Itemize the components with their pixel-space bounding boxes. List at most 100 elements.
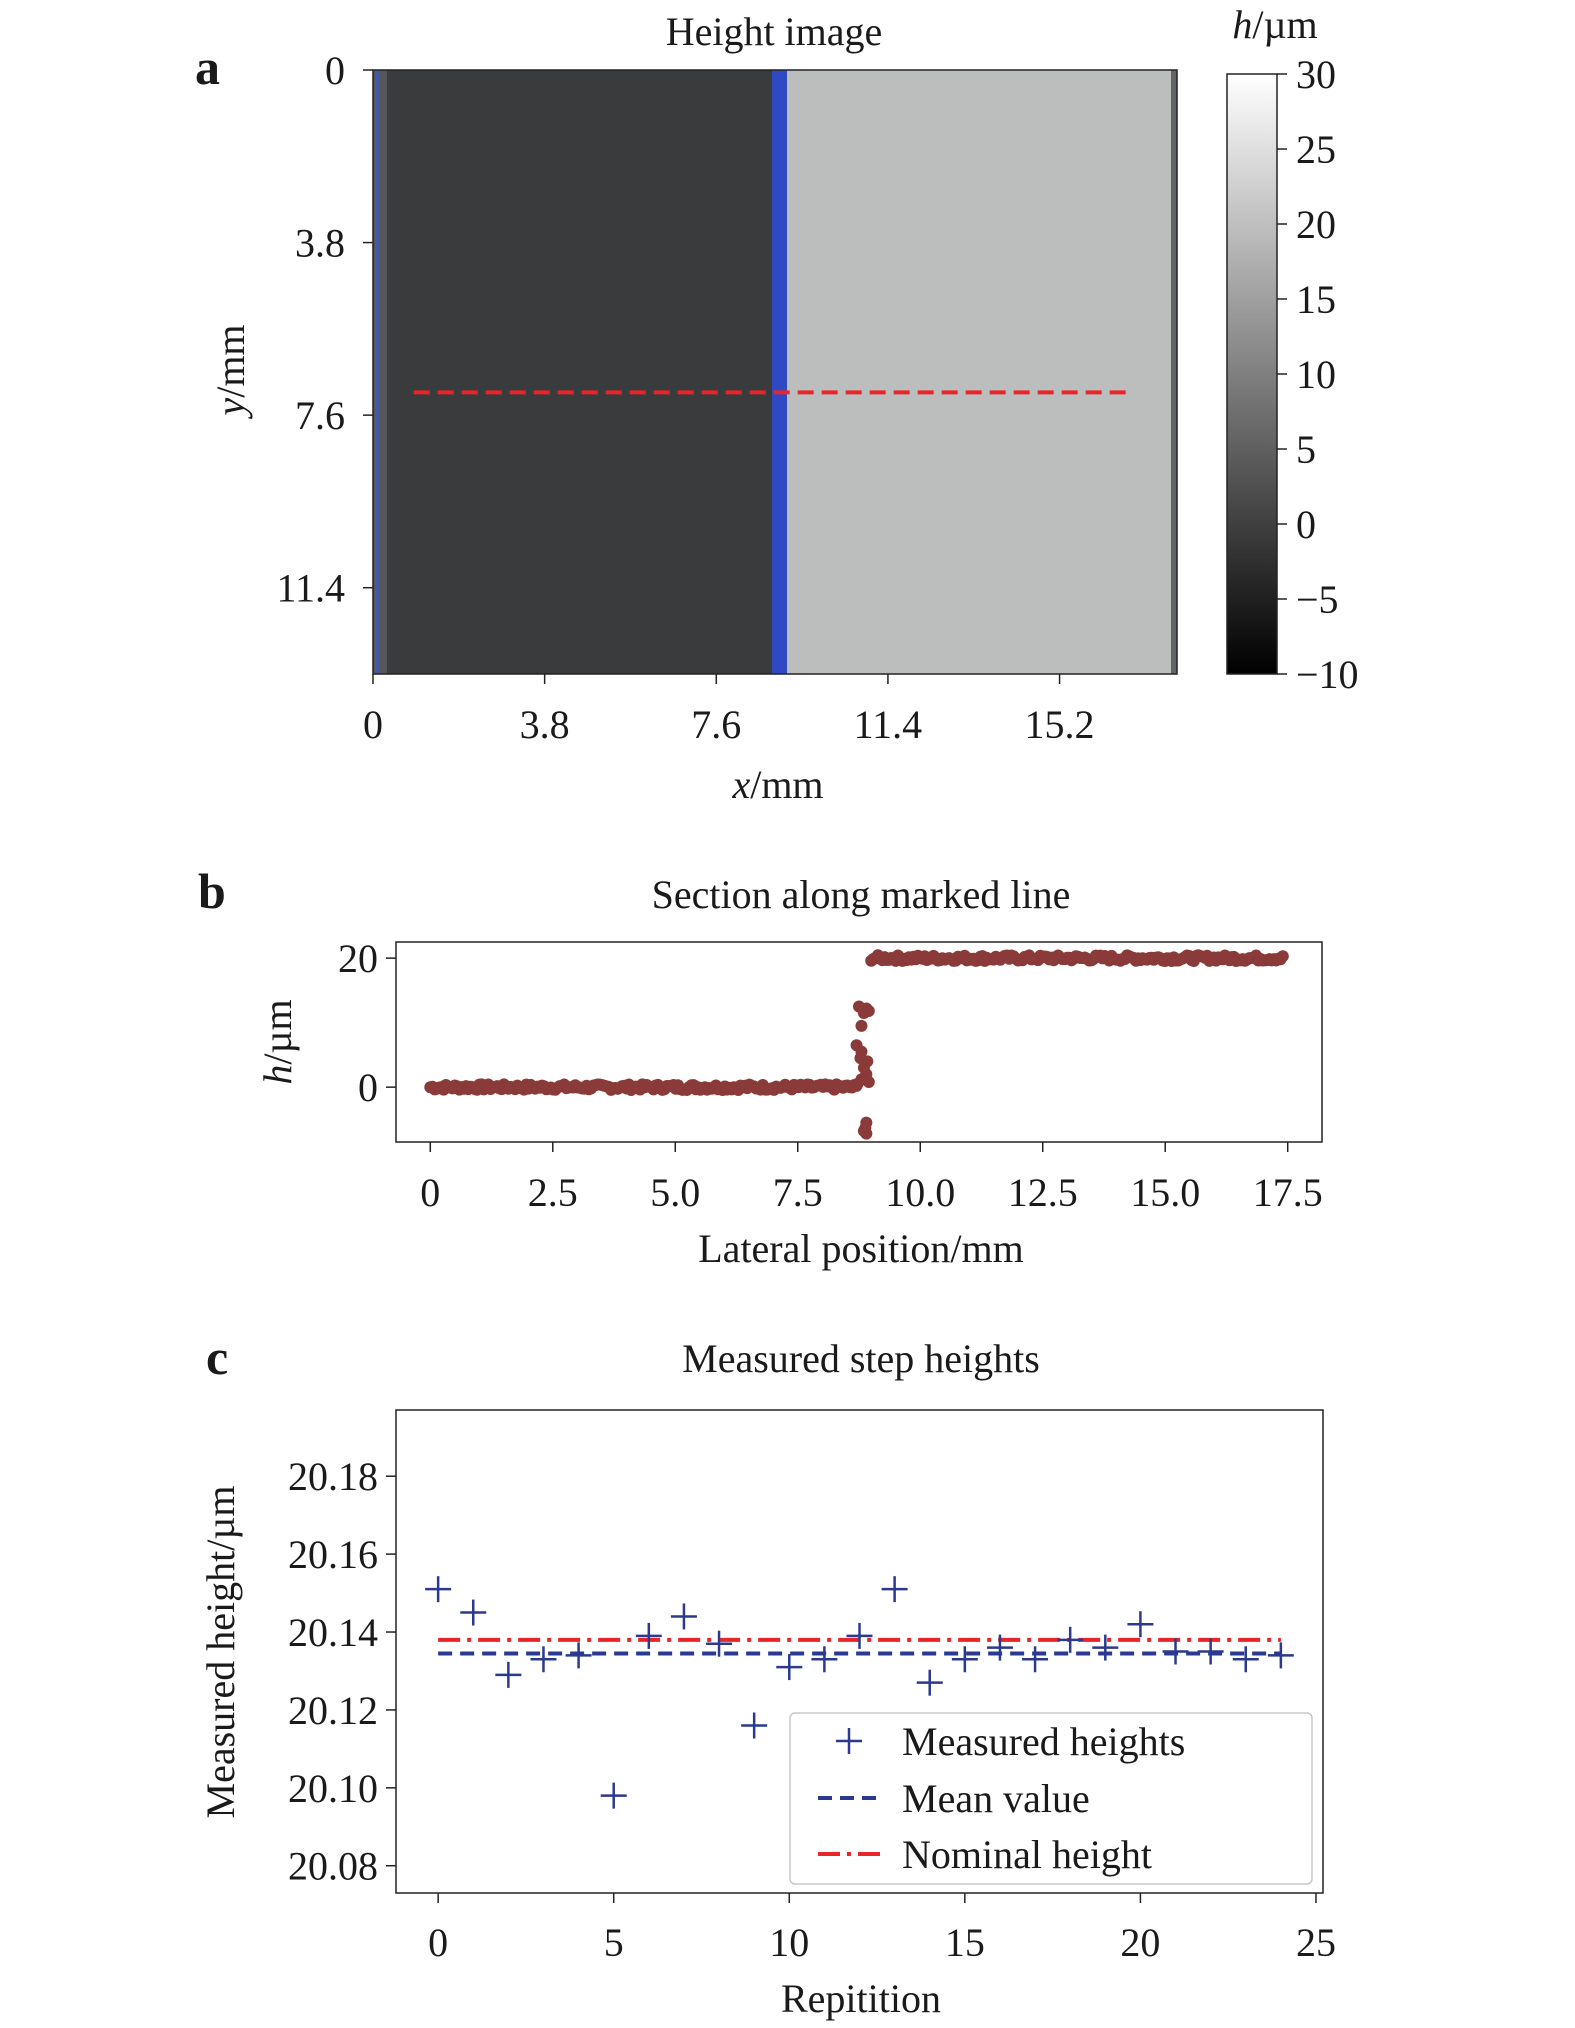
panel-c-x-tick-label: 20: [1120, 1920, 1160, 1965]
panel-c-x-tick-label: 25: [1296, 1920, 1336, 1965]
measured-height-point: [776, 1654, 803, 1681]
measured-height-point: [1092, 1634, 1119, 1661]
legend-items: Measured heights Mean value Nominal height: [818, 1719, 1185, 1877]
section-edge-point: [855, 1045, 868, 1058]
colorbar-tick-label: 25: [1296, 127, 1336, 172]
panel-c: c Measured step heights 0 5 10 15 20 25 20.18…: [198, 1329, 1336, 2021]
colorbar-gradient: [1226, 73, 1278, 675]
panel-b-ylabel: h/µm: [255, 999, 300, 1084]
panel-c-y-tick-label: 20.12: [288, 1688, 378, 1733]
height-image-right-edge: [1171, 70, 1177, 674]
panel-b-letter: b: [198, 863, 226, 919]
measured-height-point: [846, 1622, 873, 1649]
colorbar-tick-label: 20: [1296, 202, 1336, 247]
panel-a-x-tick-label: 0: [363, 702, 383, 747]
measured-height-point: [530, 1646, 557, 1673]
panel-c-x-tick-label: 10: [769, 1920, 809, 1965]
panel-b-x-tick-label: 15.0: [1130, 1170, 1200, 1215]
measured-height-point: [1232, 1646, 1259, 1673]
panel-c-ylabel: Measured height/µm: [198, 1486, 243, 1819]
colorbar-tick-label: 5: [1296, 427, 1316, 472]
measured-height-point: [1197, 1638, 1224, 1665]
measured-height-point: [600, 1782, 627, 1809]
measured-height-point: [1057, 1626, 1084, 1653]
colorbar-tick-label: −10: [1296, 652, 1359, 697]
panel-b: b Section along marked line 0 2.5 5.0 7.5 10…: [198, 863, 1323, 1271]
height-image-step-edge: [772, 70, 787, 674]
legend-box: [789, 1712, 1313, 1885]
measured-height-point: [951, 1646, 978, 1673]
measured-height-point: [706, 1630, 733, 1657]
height-image-left-edge: [375, 70, 379, 674]
measured-height-point: [1162, 1638, 1189, 1665]
panel-b-x-tick-label: 17.5: [1253, 1170, 1323, 1215]
panel-a-y-tick-label: 0: [325, 48, 345, 93]
panel-c-title: Measured step heights: [682, 1336, 1040, 1381]
measured-height-point: [1127, 1611, 1154, 1638]
panel-c-x-ticks: 0 5 10 15 20 25: [428, 1893, 1336, 1965]
measured-height-point: [460, 1599, 487, 1626]
panel-b-x-tick-label: 10.0: [885, 1170, 955, 1215]
measured-height-point: [811, 1646, 838, 1673]
panel-b-y-tick-label: 20: [338, 936, 378, 981]
measured-height-point: [495, 1661, 522, 1688]
measured-height-point: [425, 1576, 452, 1603]
legend-label: Mean value: [902, 1776, 1090, 1821]
legend-item: Mean value: [818, 1776, 1090, 1821]
panel-a-x-tick-label: 11.4: [854, 702, 923, 747]
height-image: [372, 69, 1178, 675]
measured-height-point: [670, 1603, 697, 1630]
section-edge-point: [855, 1019, 868, 1032]
panel-a: a Height image 0 3.8 7.6 11.4 15.2 0 3.8 7.6 11…: [195, 2, 1359, 807]
colorbar-label: h/µm: [1232, 2, 1317, 47]
panel-b-y-ticks: 0 20: [338, 936, 396, 1110]
panel-b-title: Section along marked line: [652, 872, 1071, 917]
panel-c-xlabel: Repitition: [781, 1976, 941, 2021]
measured-height-point: [565, 1642, 592, 1669]
panel-a-y-tick-label: 3.8: [295, 221, 345, 266]
panel-a-xlabel: x/mm: [731, 762, 823, 807]
colorbar-tick-label: −5: [1296, 577, 1339, 622]
panel-b-x-tick-label: 2.5: [528, 1170, 578, 1215]
colorbar-ticks: 30 25 20 15 10 5 0 −5 −10: [1277, 52, 1359, 697]
measured-heights-points: [425, 1576, 1294, 1809]
colorbar-tick-label: 15: [1296, 277, 1336, 322]
panel-c-x-tick-label: 15: [945, 1920, 985, 1965]
height-image-frame: [372, 69, 1178, 675]
panel-c-y-tick-label: 20.16: [288, 1532, 378, 1577]
height-image-low-region: [373, 70, 784, 674]
panel-b-x-tick-label: 5.0: [650, 1170, 700, 1215]
section-edge-point: [859, 1121, 872, 1134]
legend-label: Nominal height: [902, 1832, 1152, 1877]
measured-height-point: [635, 1622, 662, 1649]
panel-a-ylabel: y/mm: [208, 324, 253, 419]
legend-item: Nominal height: [818, 1832, 1152, 1877]
colorbar-tick-label: 10: [1296, 352, 1336, 397]
height-image-high-region: [784, 70, 1177, 674]
measured-height-point: [916, 1669, 943, 1696]
panel-c-y-tick-label: 20.18: [288, 1454, 378, 1499]
legend: Measured heights Mean value Nominal height: [789, 1712, 1313, 1885]
panel-a-y-tick-label: 11.4: [276, 566, 345, 611]
measured-height-point: [881, 1576, 908, 1603]
panel-a-letter: a: [195, 39, 220, 95]
panel-b-x-tick-label: 7.5: [773, 1170, 823, 1215]
legend-label: Measured heights: [902, 1719, 1185, 1764]
colorbar-tick-label: 30: [1296, 52, 1336, 97]
panel-b-x-tick-label: 0: [420, 1170, 440, 1215]
measured-height-point: [986, 1634, 1013, 1661]
colorbar-tick-label: 0: [1296, 502, 1316, 547]
panel-b-points: [424, 949, 1289, 1140]
section-edge-point: [862, 1076, 875, 1088]
panel-b-xlabel: Lateral position/mm: [698, 1226, 1024, 1271]
panel-c-y-tick-label: 20.08: [288, 1844, 378, 1889]
measured-height-point: [741, 1712, 768, 1739]
panel-a-x-tick-label: 3.8: [520, 702, 570, 747]
measured-height-point: [1022, 1646, 1049, 1673]
panel-a-y-ticks: 0 3.8 7.6 11.4: [276, 48, 373, 611]
panel-a-x-tick-label: 15.2: [1025, 702, 1095, 747]
panel-b-y-tick-label: 0: [358, 1065, 378, 1110]
panel-c-y-ticks: 20.18 20.16 20.14 20.12 20.10 20.08: [288, 1454, 396, 1889]
legend-item: Measured heights: [836, 1719, 1185, 1764]
